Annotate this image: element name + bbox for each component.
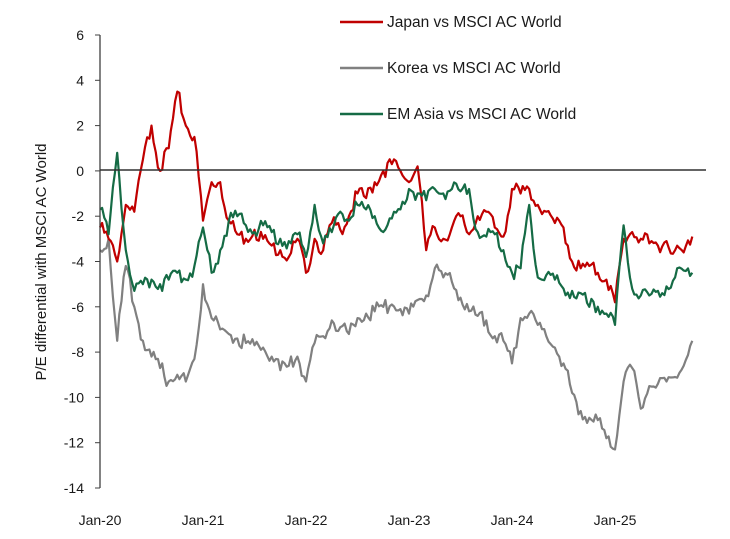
y-tick-label: -12 — [64, 435, 84, 451]
y-tick-label: -4 — [72, 254, 85, 270]
legend-label: Japan vs MSCI AC World — [387, 14, 562, 31]
x-tick-label: Jan-24 — [491, 512, 534, 528]
y-tick-label: -2 — [72, 208, 85, 224]
y-tick-label: 2 — [76, 118, 84, 134]
y-tick-label: 4 — [76, 72, 84, 88]
x-tick-label: Jan-21 — [182, 512, 225, 528]
y-tick-label: 6 — [76, 27, 84, 43]
series-line-0 — [99, 90, 694, 304]
legend-label: Korea vs MSCI AC World — [387, 60, 561, 77]
y-tick-label: -6 — [72, 299, 85, 315]
series-line-1 — [99, 237, 694, 451]
x-tick-label: Jan-20 — [79, 512, 122, 528]
x-tick-label: Jan-22 — [285, 512, 328, 528]
x-tick-label: Jan-25 — [594, 512, 637, 528]
legend: Japan vs MSCI AC World Korea vs MSCI AC W… — [340, 14, 576, 123]
y-tick-label: -10 — [64, 389, 84, 405]
y-axis-label: P/E differential with MSCI AC World — [33, 143, 50, 380]
x-tick-label: Jan-23 — [388, 512, 431, 528]
y-tick-label: 0 — [76, 163, 84, 179]
y-tick-label: -14 — [64, 480, 84, 496]
series-line-2 — [99, 151, 694, 326]
y-tick-label: -8 — [72, 344, 85, 360]
legend-label: EM Asia vs MSCI AC World — [387, 106, 576, 123]
